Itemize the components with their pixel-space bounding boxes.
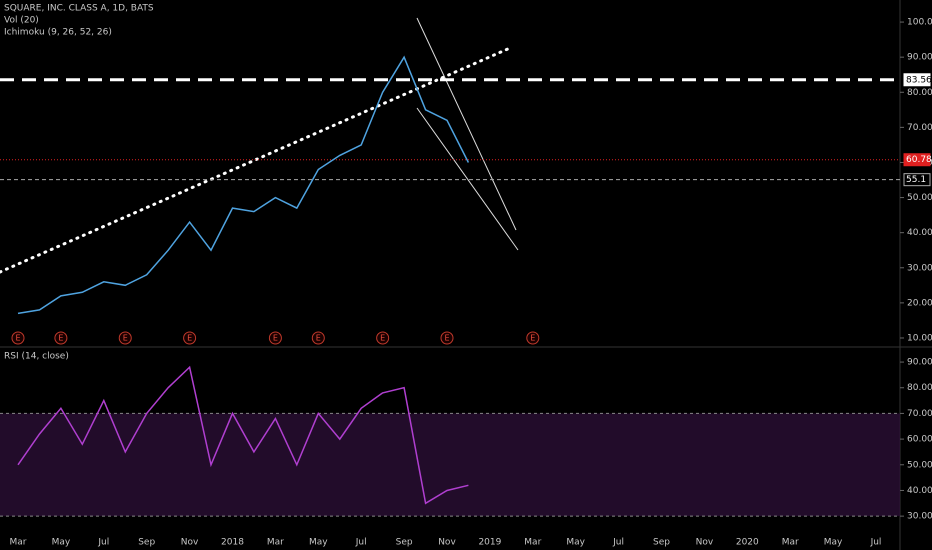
level-label: 55.1: [906, 175, 926, 185]
x-tick-label: Sep: [138, 538, 155, 548]
earnings-label: E: [530, 334, 535, 343]
earnings-label: E: [316, 334, 321, 343]
y-tick-label: 90.00: [907, 53, 932, 63]
earnings-marker: [376, 331, 390, 345]
y-tick-label: 10.00: [907, 333, 932, 343]
y-tick-label: 90.0000: [907, 358, 932, 368]
x-tick-label: Mar: [267, 538, 284, 548]
x-tick-label: May: [824, 538, 843, 548]
indicator-label: Vol (20): [4, 16, 39, 26]
earnings-marker: [183, 331, 197, 345]
earnings-label: E: [123, 334, 128, 343]
level-tag: [903, 153, 931, 167]
y-tick-label: 80.0000: [907, 383, 932, 393]
x-tick-label: 2020: [736, 538, 759, 548]
y-tick-label: 40.00: [907, 228, 932, 238]
series-line: [17, 55, 470, 315]
earnings-label: E: [380, 334, 385, 343]
earnings-label: E: [273, 334, 278, 343]
earnings-label: E: [15, 334, 20, 343]
x-tick-label: May: [52, 538, 71, 548]
x-tick-label: Mar: [10, 538, 27, 548]
x-tick-label: 2018: [221, 538, 244, 548]
y-tick-label: 50.00: [907, 193, 932, 203]
x-tick-label: May: [309, 538, 328, 548]
x-tick-label: Mar: [782, 538, 799, 548]
x-tick-label: May: [566, 538, 585, 548]
chart-title: SQUARE, INC. CLASS A, 1D, BATS: [4, 4, 154, 14]
y-tick-label: 60.0000: [907, 435, 932, 445]
level-label: 60.78: [906, 155, 932, 165]
earnings-label: E: [187, 334, 192, 343]
level-tag: [903, 173, 931, 187]
earnings-label: E: [444, 334, 449, 343]
y-tick-label: 20.00: [907, 298, 932, 308]
y-tick-label: 40.0000: [907, 486, 932, 496]
trendline: [416, 17, 517, 231]
y-tick-label: 50.0000: [907, 460, 932, 470]
rsi-title: RSI (14, close): [4, 352, 69, 362]
y-tick-label: 80.00: [907, 88, 932, 98]
x-tick-label: Jul: [612, 538, 624, 548]
x-tick-label: Nov: [181, 538, 199, 548]
earnings-marker: [311, 331, 325, 345]
x-tick-label: Sep: [396, 538, 413, 548]
level-tag: [903, 73, 931, 87]
x-tick-label: Mar: [524, 538, 541, 548]
earnings-label: E: [58, 334, 63, 343]
earnings-marker: [11, 331, 25, 345]
indicator-label: Ichimoku (9, 26, 52, 26): [4, 28, 112, 38]
y-tick-label: 30.0000: [907, 512, 932, 522]
x-tick-label: Nov: [696, 538, 714, 548]
y-tick-label: 70.0000: [907, 409, 932, 419]
x-tick-label: Jul: [355, 538, 367, 548]
level-label: 83.56: [906, 75, 932, 85]
x-tick-label: Jul: [97, 538, 109, 548]
y-tick-label: 30.00: [907, 263, 932, 273]
series-line: [17, 365, 469, 505]
trendline: [416, 107, 519, 251]
y-tick-label: 100.00: [907, 18, 932, 28]
earnings-marker: [118, 331, 132, 345]
earnings-marker: [526, 331, 540, 345]
earnings-marker: [440, 331, 454, 345]
earnings-marker: [54, 331, 68, 345]
x-tick-label: Jul: [870, 538, 882, 548]
x-tick-label: 2019: [478, 538, 501, 548]
x-tick-label: Nov: [438, 538, 456, 548]
x-tick-label: Sep: [653, 538, 670, 548]
earnings-marker: [268, 331, 282, 345]
y-tick-label: 70.00: [907, 123, 932, 133]
rsi-band: [0, 413, 900, 517]
